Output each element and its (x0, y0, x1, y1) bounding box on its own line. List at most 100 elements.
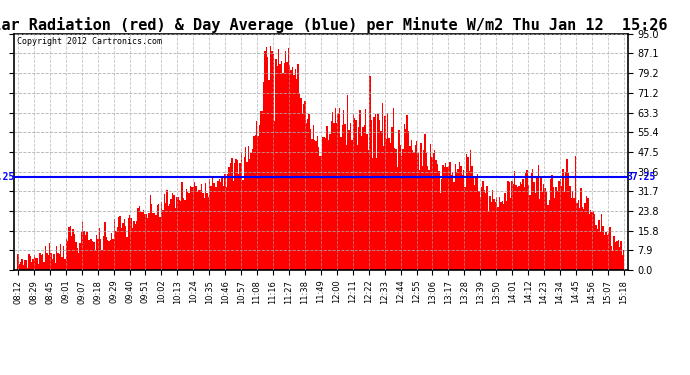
Bar (463, 170, 464, 270)
Bar (228, 166, 230, 270)
Bar (190, 186, 191, 270)
Bar (332, 112, 333, 270)
Bar (544, 188, 546, 270)
Bar (434, 150, 435, 270)
Bar (319, 156, 321, 270)
Bar (133, 221, 135, 270)
Bar (371, 120, 372, 270)
Bar (602, 226, 604, 270)
Bar (234, 164, 235, 270)
Bar (303, 104, 304, 270)
Bar (415, 145, 416, 270)
Bar (100, 239, 101, 270)
Bar (26, 260, 27, 270)
Bar (506, 201, 507, 270)
Bar (553, 187, 554, 270)
Bar (357, 145, 358, 270)
Bar (422, 166, 423, 270)
Bar (412, 150, 413, 270)
Bar (275, 58, 277, 270)
Bar (362, 128, 364, 270)
Bar (547, 205, 549, 270)
Bar (288, 48, 289, 270)
Bar (143, 210, 144, 270)
Bar (391, 127, 393, 270)
Bar (350, 123, 351, 270)
Bar (513, 184, 514, 270)
Bar (66, 239, 67, 270)
Bar (310, 129, 311, 270)
Bar (204, 198, 205, 270)
Bar (93, 243, 95, 270)
Bar (49, 243, 50, 270)
Bar (172, 192, 173, 270)
Bar (424, 135, 426, 270)
Bar (459, 162, 460, 270)
Bar (351, 140, 353, 270)
Bar (322, 136, 324, 270)
Bar (260, 111, 262, 270)
Bar (582, 207, 583, 270)
Bar (433, 153, 434, 270)
Bar (92, 241, 93, 270)
Bar (255, 135, 256, 270)
Bar (130, 218, 132, 270)
Bar (406, 115, 408, 270)
Bar (63, 246, 64, 270)
Bar (365, 109, 366, 270)
Bar (35, 258, 37, 270)
Bar (540, 176, 542, 270)
Bar (183, 198, 184, 270)
Bar (620, 241, 622, 270)
Bar (299, 93, 300, 270)
Bar (257, 136, 259, 270)
Bar (107, 240, 108, 270)
Bar (420, 144, 422, 270)
Bar (520, 182, 521, 270)
Bar (193, 187, 194, 270)
Bar (263, 82, 264, 270)
Bar (532, 169, 533, 270)
Bar (295, 69, 296, 270)
Bar (561, 186, 562, 270)
Bar (50, 253, 52, 270)
Bar (135, 224, 136, 270)
Bar (485, 193, 486, 270)
Bar (165, 203, 166, 270)
Bar (129, 215, 130, 270)
Bar (253, 136, 255, 270)
Bar (328, 140, 329, 270)
Bar (442, 165, 444, 270)
Bar (104, 222, 106, 270)
Bar (484, 190, 485, 270)
Bar (539, 199, 540, 270)
Bar (466, 154, 467, 270)
Bar (286, 62, 288, 270)
Bar (437, 164, 438, 270)
Bar (137, 208, 139, 270)
Bar (419, 170, 420, 270)
Bar (86, 232, 88, 270)
Bar (586, 196, 587, 270)
Bar (74, 234, 75, 270)
Bar (108, 242, 110, 270)
Bar (467, 157, 469, 270)
Bar (281, 61, 282, 270)
Bar (524, 187, 525, 270)
Bar (308, 114, 310, 270)
Bar (573, 198, 575, 270)
Bar (503, 204, 504, 270)
Bar (474, 185, 475, 270)
Bar (478, 191, 480, 270)
Bar (169, 204, 170, 270)
Bar (209, 179, 210, 270)
Bar (239, 163, 241, 270)
Bar (619, 247, 620, 270)
Bar (509, 182, 510, 270)
Bar (377, 114, 379, 270)
Bar (271, 51, 273, 270)
Bar (464, 187, 466, 270)
Bar (444, 167, 445, 270)
Bar (502, 201, 503, 270)
Bar (571, 198, 572, 270)
